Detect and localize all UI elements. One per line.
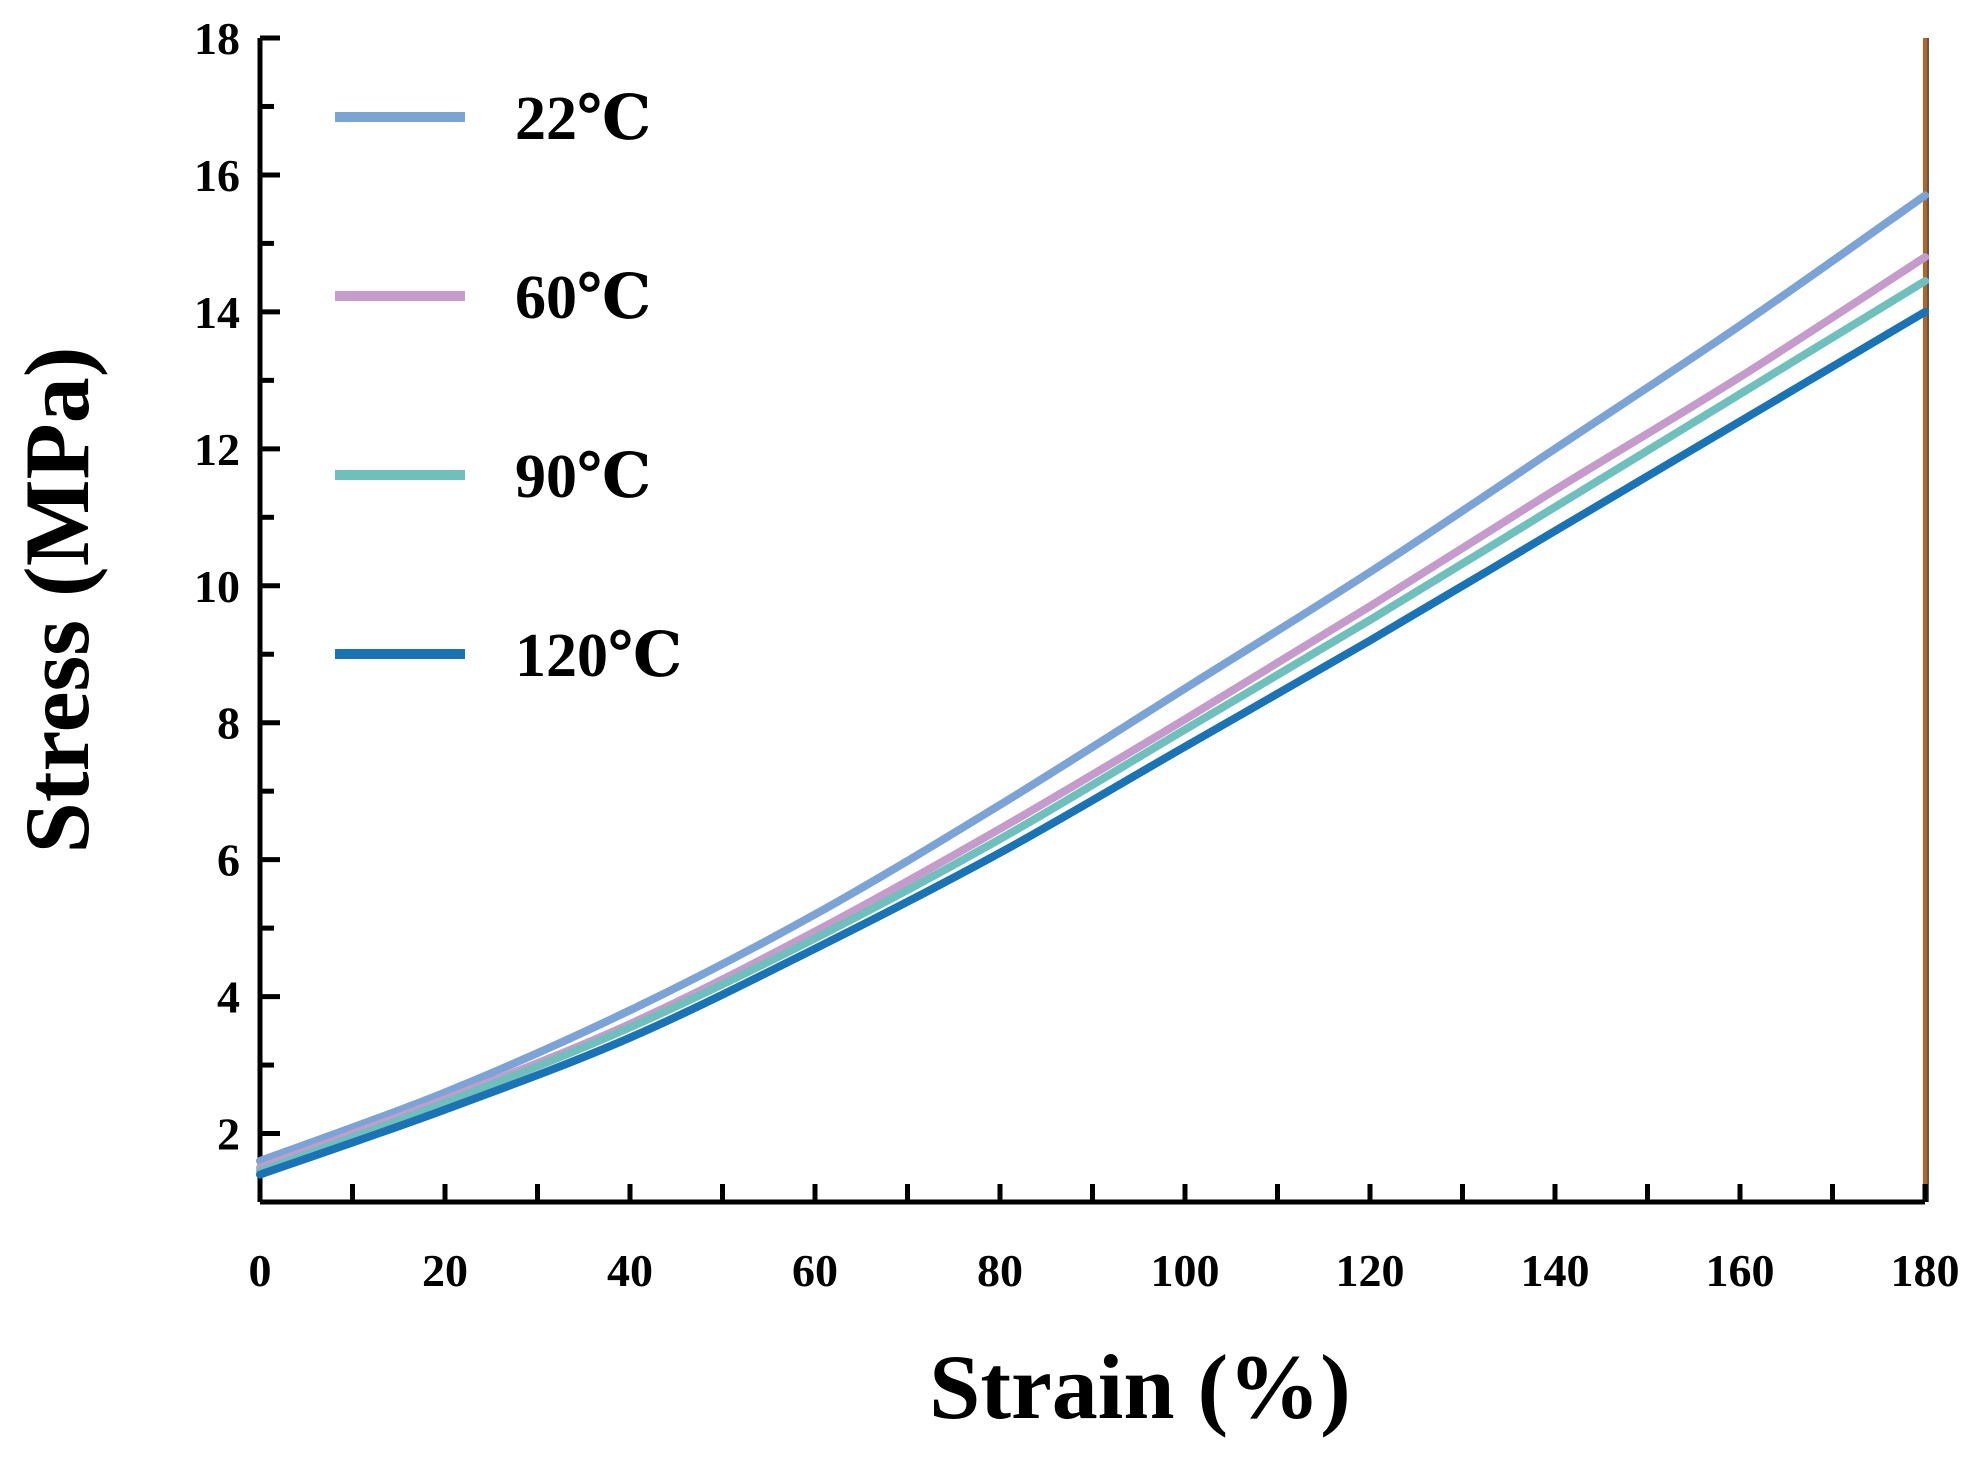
legend-entry: 120℃ <box>335 622 682 690</box>
legend-entry: 90℃ <box>335 443 651 511</box>
series-line-120C <box>256 307 1929 1179</box>
series-lines <box>256 191 1929 1179</box>
y-tick-label: 10 <box>194 561 240 612</box>
y-tick-label: 12 <box>194 424 240 475</box>
legend-label: 22℃ <box>515 85 651 153</box>
legend-entry: 22℃ <box>335 85 651 153</box>
x-tick-label: 80 <box>977 1245 1023 1296</box>
series-line-22C <box>256 191 1929 1165</box>
legend-entry: 60℃ <box>335 264 651 332</box>
legend-label: 90℃ <box>515 443 651 511</box>
y-tick-label: 2 <box>217 1109 240 1160</box>
series-line-60C <box>256 253 1929 1172</box>
axes: 0 20 40 60 80 100 120 140 160 180 2 4 6 8 10 12 14 16 18 <box>194 13 1960 1296</box>
y-tick-label: 4 <box>217 972 240 1023</box>
y-tick-label: 8 <box>217 698 240 749</box>
x-axis-title: Strain (%) <box>929 1336 1351 1438</box>
legend-label: 60℃ <box>515 264 651 332</box>
x-tick-label: 60 <box>792 1245 838 1296</box>
x-tick-label: 0 <box>249 1245 272 1296</box>
y-tick-label: 16 <box>194 150 240 201</box>
x-tick-label: 40 <box>607 1245 653 1296</box>
series-line-90C <box>256 277 1929 1176</box>
x-tick-label: 160 <box>1706 1245 1775 1296</box>
y-tick-label: 14 <box>194 287 240 338</box>
x-tick-label: 100 <box>1151 1245 1220 1296</box>
y-axis-title: Stress (MPa) <box>6 347 108 854</box>
legend: 22℃ 60℃ 90℃ 120℃ <box>335 85 682 690</box>
y-tick-label: 18 <box>194 13 240 64</box>
x-tick-label: 20 <box>422 1245 468 1296</box>
legend-label: 120℃ <box>515 622 682 690</box>
y-tick-label: 6 <box>217 835 240 886</box>
x-tick-label: 140 <box>1521 1245 1590 1296</box>
x-tick-label: 120 <box>1336 1245 1405 1296</box>
x-tick-label: 180 <box>1891 1245 1960 1296</box>
